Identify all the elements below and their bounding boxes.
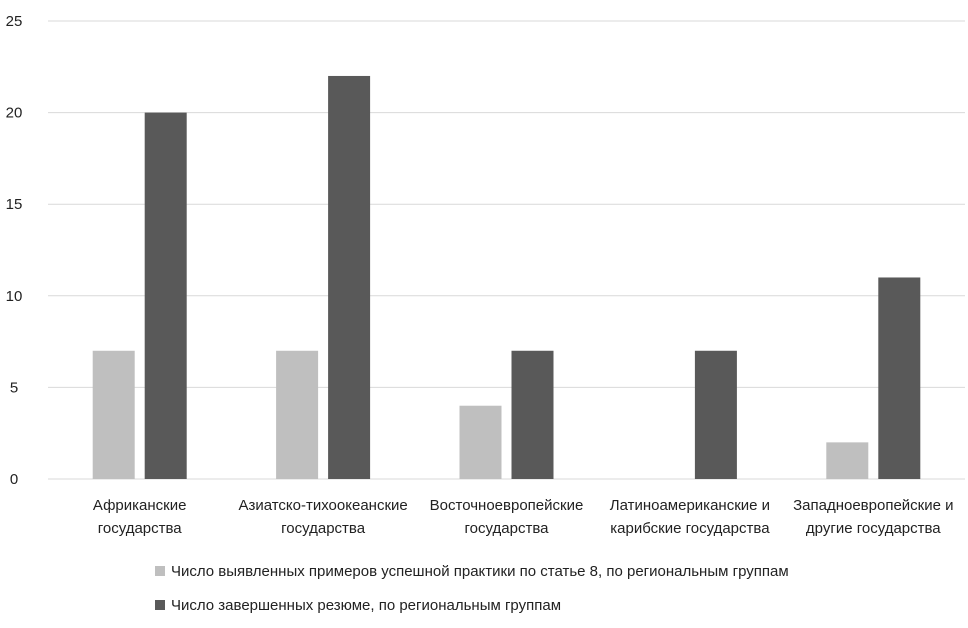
x-category-label-5-line-1: Западноевропейские и [793,497,953,514]
bar-series-2-category-3 [511,350,554,479]
bar-series-2-category-4 [694,350,737,479]
x-axis-labels: Африканские государства Азиатско-тихоокеан… [93,497,954,537]
y-tick-label-10: 10 [6,288,23,305]
x-category-label-3-line-2: государства [465,520,550,537]
y-axis-ticks: 0 5 10 15 20 25 [6,13,23,488]
x-category-label-1-line-1: Африканские [93,497,187,514]
bar-series-1-category-2 [276,350,319,479]
y-tick-label-20: 20 [6,105,23,122]
x-category-label-1-line-2: государства [98,520,183,537]
legend-swatch-series-2 [155,600,165,610]
x-category-label-2-line-2: государства [281,520,366,537]
y-tick-label-15: 15 [6,196,23,213]
bar-chart: 0 5 10 15 20 25 Африканские государства Азиатск… [6,13,965,537]
x-category-label-3-line-1: Восточноевропейские [430,497,584,514]
legend-item-series-2: Число завершенных резюме, по региональны… [155,594,789,616]
y-tick-label-25: 25 [6,13,23,30]
legend-swatch-series-1 [155,566,165,576]
legend-label-series-2: Число завершенных резюме, по региональны… [171,596,561,614]
bars [92,75,921,480]
x-category-label-4-line-1: Латиноамериканские и [610,497,770,514]
legend-label-series-1: Число выявленных примеров успешной практ… [171,562,789,580]
bar-series-2-category-2 [328,75,371,480]
y-tick-label-5: 5 [10,379,18,396]
x-category-label-2-line-1: Азиатско-тихоокеанские [238,497,407,514]
bar-series-1-category-1 [92,350,135,479]
x-category-label-4-line-2: карибские государства [610,520,770,537]
y-tick-label-0: 0 [10,471,18,488]
gridlines [48,20,965,480]
bar-series-2-category-1 [144,112,187,479]
bar-series-1-category-3 [459,405,502,479]
bar-series-2-category-5 [878,277,921,479]
bar-series-1-category-5 [826,442,869,479]
x-category-label-5-line-2: другие государства [806,520,941,537]
legend: Число выявленных примеров успешной практ… [155,560,789,628]
legend-item-series-1: Число выявленных примеров успешной практ… [155,560,789,582]
